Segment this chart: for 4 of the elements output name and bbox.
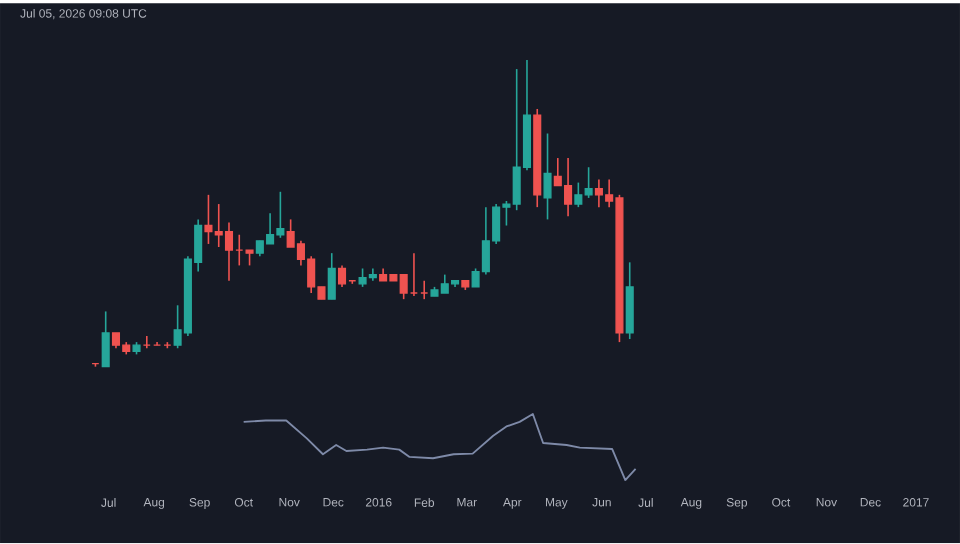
candlestick bbox=[327, 252, 336, 301]
candlestick bbox=[543, 133, 552, 221]
candlestick bbox=[625, 261, 634, 341]
candlestick bbox=[101, 310, 110, 368]
